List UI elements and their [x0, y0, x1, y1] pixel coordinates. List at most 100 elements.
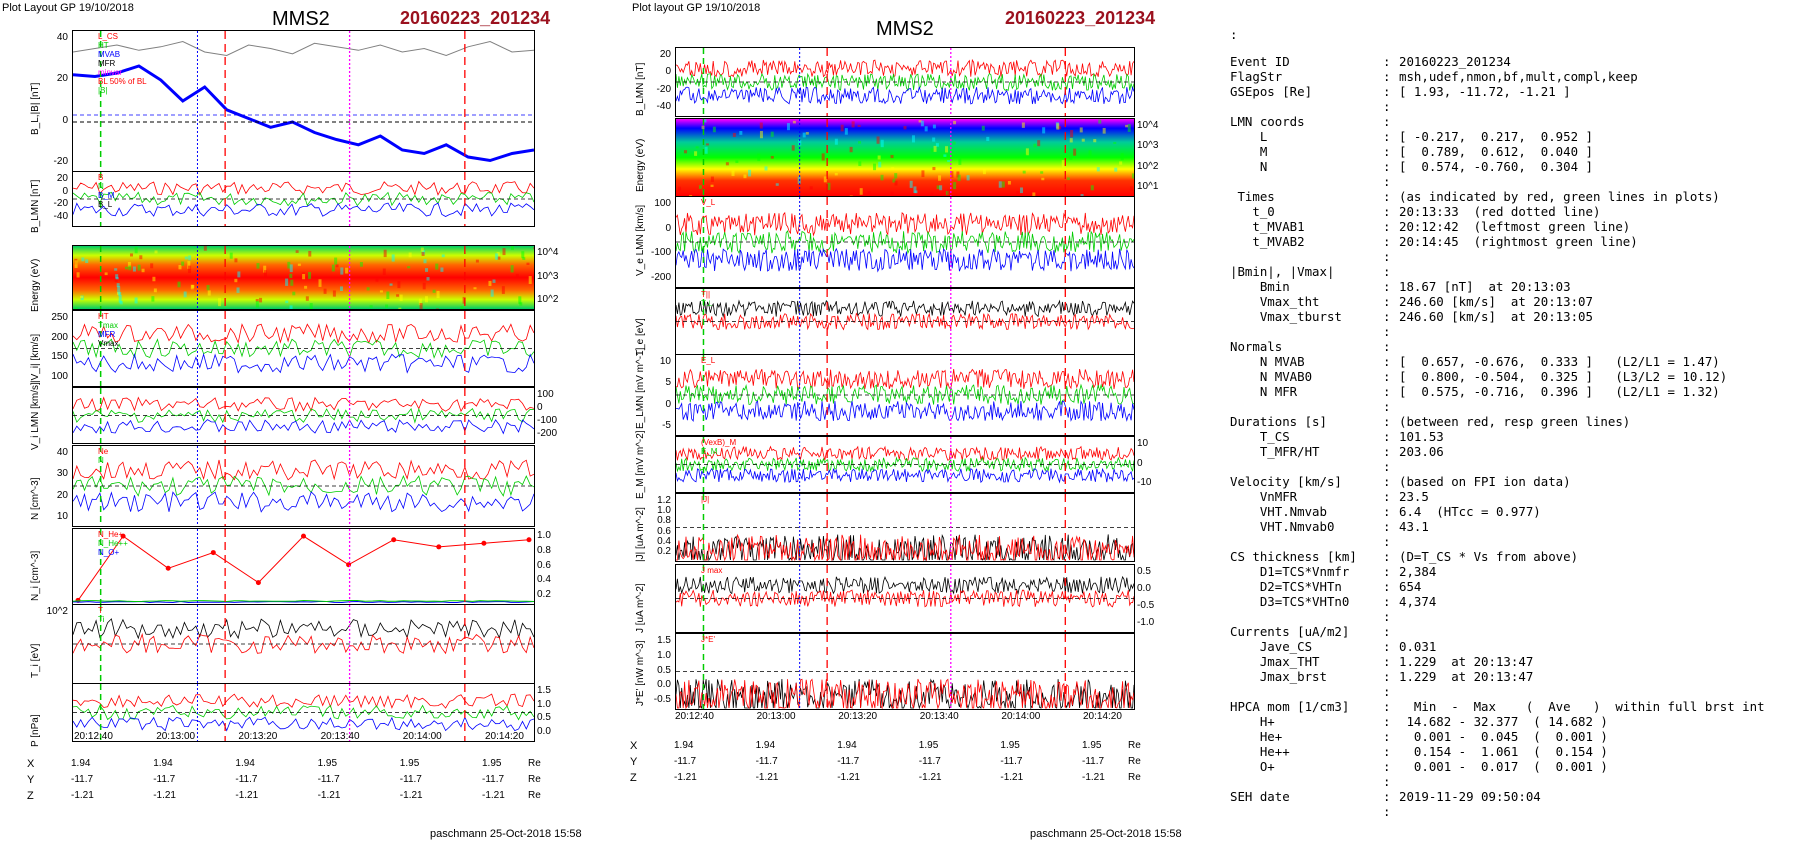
- left-panel-3-ylabel: Energy (eV): [30, 258, 41, 312]
- spectrogram-speckle: [936, 185, 940, 190]
- left-panel-6-ytick: 10: [56, 511, 68, 522]
- info-row: FlagStr: msh,udef,nmon,bf,mult,compl,keep: [1230, 69, 1765, 84]
- middle-panel-8-plot: [676, 565, 1134, 632]
- spectrogram-speckle: [263, 270, 267, 277]
- left-sc-title: MMS2: [272, 8, 330, 30]
- spectrogram-speckle: [426, 277, 430, 281]
- spectrogram-speckle: [383, 249, 387, 258]
- spectrogram-speckle: [114, 268, 118, 271]
- info-key: [1230, 399, 1383, 414]
- middle-panel-1-plot: [676, 48, 1134, 116]
- spectrogram-speckle: [462, 296, 466, 304]
- left-panel-2-ytick: -40: [53, 211, 68, 222]
- info-colon: :: [1383, 504, 1391, 519]
- left-panel-6-ytick: 20: [56, 489, 68, 501]
- info-colon: :: [1383, 654, 1391, 669]
- spectrogram-speckle: [903, 125, 907, 130]
- trace-line: [676, 589, 1134, 608]
- spectrogram-speckle: [177, 281, 181, 288]
- left-panel-1-legend: L_CS: [98, 32, 119, 41]
- middle-panel-7-ytick: 0.6: [657, 525, 671, 537]
- middle-pos-value: -11.7: [918, 756, 941, 767]
- info-value: msh,udef,nmon,bf,mult,compl,keep: [1399, 69, 1638, 84]
- info-colon: :: [1383, 99, 1391, 114]
- middle-pos-value: 1.95: [1000, 740, 1020, 751]
- info-row: CS thickness [km]: (D=T_CS * Vs from abov…: [1230, 549, 1765, 564]
- middle-panel-7-ytick: 0.2: [657, 546, 671, 557]
- spectrogram-speckle: [128, 265, 132, 271]
- middle-pos-value: -11.7: [1082, 756, 1105, 767]
- info-key: CS thickness [km]: [1230, 549, 1357, 564]
- trace-line: [73, 191, 534, 207]
- middle-panel-1-ytick: -40: [656, 101, 671, 112]
- info-colon: :: [1383, 444, 1391, 459]
- middle-spectrogram: [676, 119, 1134, 196]
- middle-panel-5-ytick: 0: [665, 398, 671, 410]
- spectrogram-speckle: [203, 246, 207, 251]
- info-row: Jave_CS:0.031: [1230, 639, 1765, 654]
- info-value: 14.682 - 32.377 ( 14.682 ): [1399, 714, 1608, 729]
- info-key: N MFR: [1230, 384, 1298, 399]
- spectrogram-speckle: [490, 289, 494, 297]
- info-colon: :: [1383, 369, 1391, 384]
- spectrogram-speckle: [873, 163, 877, 171]
- info-colon: :: [1383, 399, 1391, 414]
- spectrogram-speckle: [1102, 127, 1106, 134]
- spectrogram-speckle: [921, 170, 925, 178]
- spectrogram-speckle: [844, 128, 848, 135]
- left-panel-5-plot: [73, 388, 534, 443]
- middle-panel-3-ytick: 0: [665, 222, 671, 234]
- left-panel-1-ytick: 20: [56, 73, 68, 85]
- spectrogram-speckle: [408, 252, 412, 258]
- left-panel-7-legend: N_He++: [98, 539, 128, 548]
- info-colon: :: [1383, 114, 1391, 129]
- he-plus-plus-point: [391, 537, 397, 543]
- info-value: [ -0.217, 0.217, 0.952 ]: [1399, 129, 1593, 144]
- info-key: T_MFR/HT: [1230, 444, 1320, 459]
- left-panel-2-plot: [73, 172, 534, 226]
- left-header: Plot Layout GP 19/10/2018: [2, 2, 134, 14]
- spectrogram-speckle: [81, 257, 85, 262]
- middle-panel-8-ytick: -0.5: [1137, 600, 1155, 611]
- left-panel-6-legend: Ne: [98, 447, 109, 456]
- spectrogram-speckle: [1022, 170, 1026, 174]
- info-key: t_0: [1230, 204, 1275, 219]
- info-value: 0.031: [1399, 639, 1437, 654]
- info-row: :: [1230, 99, 1765, 114]
- spectrogram-speckle: [1037, 140, 1041, 147]
- spectrogram-speckle: [701, 125, 705, 130]
- info-colon: :: [1383, 789, 1391, 804]
- trace-line: [73, 693, 534, 709]
- trace-line: [73, 419, 534, 435]
- spectrogram-speckle: [396, 294, 400, 297]
- info-key: L: [1230, 129, 1268, 144]
- trace-line: [73, 475, 534, 497]
- info-colon: :: [1383, 189, 1391, 204]
- middle-pos-value: 1.94: [837, 740, 857, 751]
- middle-panel-9-ytick: 1.5: [657, 635, 671, 646]
- left-panel-6-ylabel: N [cm^-3]: [30, 477, 41, 520]
- spectrogram-speckle: [207, 290, 211, 296]
- left-panel-7-ylabel: N_i [cm^-3]: [30, 550, 41, 601]
- spectrogram-speckle: [510, 265, 514, 273]
- spectrogram-speckle: [154, 250, 158, 254]
- spectrogram-speckle: [118, 295, 122, 303]
- left-panel-9-ytick: 0.0: [537, 726, 551, 737]
- left-panel-4-ytick: 150: [51, 351, 68, 363]
- spectrogram-speckle: [496, 252, 500, 256]
- spectrogram-speckle: [285, 300, 289, 304]
- he-plus-line: [73, 599, 534, 603]
- left-panel-5-ytick: -100: [537, 415, 558, 426]
- info-key: D1=TCS*Vnmfr: [1230, 564, 1350, 579]
- trace-line: [676, 72, 1134, 92]
- middle-panel-3-ytick: -200: [650, 272, 671, 283]
- spectrogram-speckle: [425, 268, 429, 272]
- spectrogram-speckle: [982, 169, 986, 175]
- middle-pos-label: X: [630, 740, 638, 752]
- spectrogram-speckle: [1131, 173, 1134, 179]
- middle-pos-value: -11.7: [1000, 756, 1023, 767]
- spectrogram-speckle: [876, 136, 880, 144]
- middle-panel-5-ylabel: E_LMN [mV m^-1]: [635, 347, 646, 429]
- spectrogram-speckle: [757, 153, 761, 162]
- middle-sc-title: MMS2: [876, 18, 934, 40]
